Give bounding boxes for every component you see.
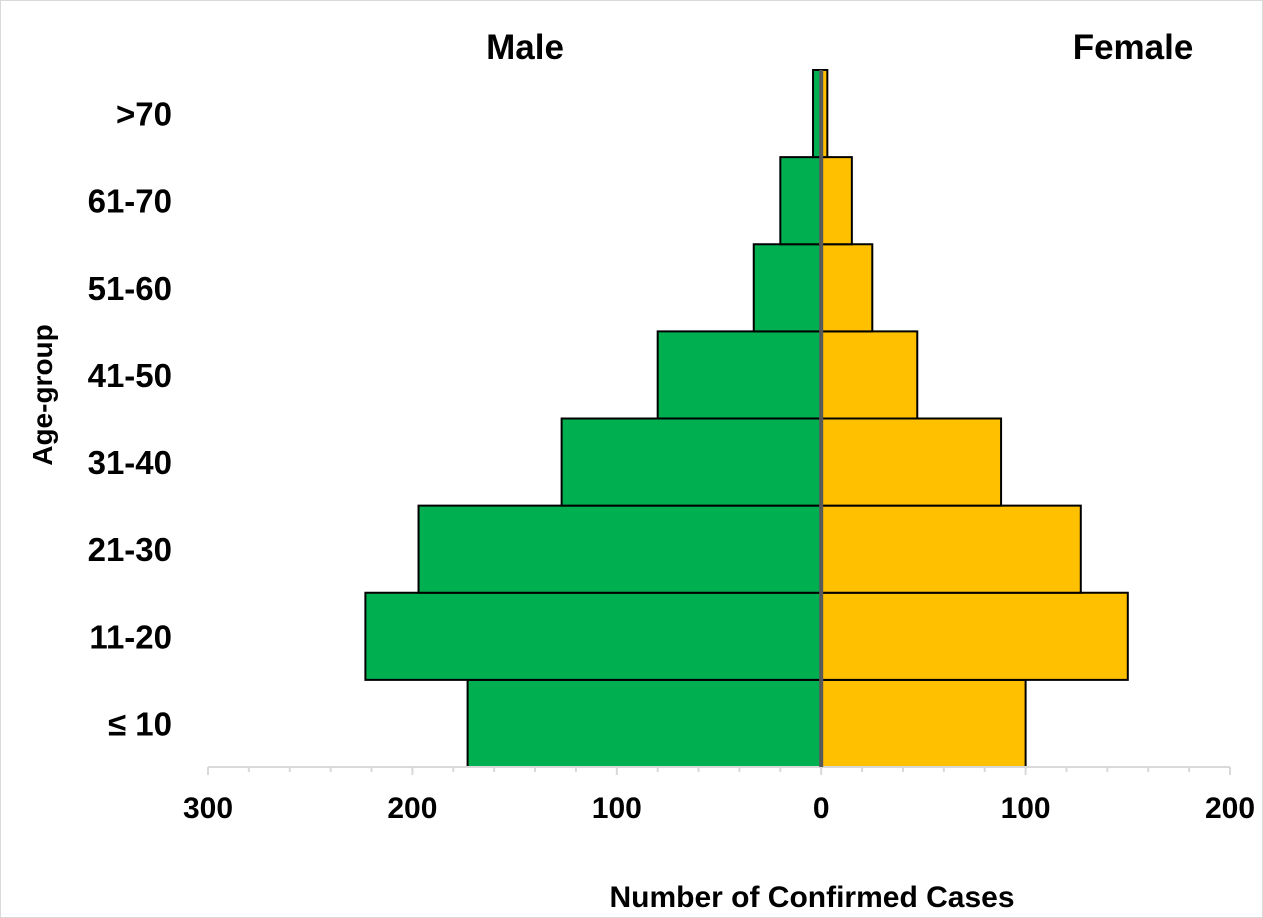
y-tick-label: 41-50 (88, 357, 172, 394)
bar-female-5 (820, 243, 874, 333)
bar-male-1 (364, 591, 823, 681)
y-tick-label: >70 (116, 96, 172, 133)
series-label-male: Male (486, 28, 564, 67)
series-label-female: Female (1073, 28, 1194, 67)
bar-male-2 (417, 504, 823, 594)
bars-layer (364, 69, 1129, 768)
x-tick-label: 100 (1001, 792, 1051, 825)
y-tick-label: 31-40 (88, 444, 172, 481)
bar-male-4 (656, 330, 823, 420)
bar-male-5 (752, 243, 823, 333)
y-tick-label: 51-60 (88, 270, 172, 307)
x-tick-label: 100 (592, 792, 642, 825)
bar-male-6 (779, 156, 823, 246)
y-tick-label: 61-70 (88, 183, 172, 220)
bar-male-0 (466, 678, 823, 768)
bar-female-0 (820, 678, 1027, 768)
x-tick-label: 200 (387, 792, 437, 825)
x-axis (207, 766, 1231, 775)
x-axis-title: Number of Confirmed Cases (609, 881, 1014, 914)
labels-layer: 300 200 100 0 100 200 ≤ 10 11-20 21-30 31-40 41-50… (27, 28, 1255, 914)
y-tick-label: ≤ 10 (108, 705, 172, 742)
bar-female-1 (820, 591, 1129, 681)
x-tick-label: 200 (1205, 792, 1255, 825)
bar-female-3 (820, 417, 1003, 507)
x-tick-label: 300 (183, 792, 233, 825)
x-tick-label: 0 (813, 792, 830, 825)
bar-female-2 (820, 504, 1082, 594)
y-tick-label: 21-30 (88, 531, 172, 568)
bar-male-3 (560, 417, 823, 507)
bar-female-4 (820, 330, 919, 420)
y-tick-label: 11-20 (89, 618, 172, 655)
bar-female-6 (820, 156, 853, 246)
y-axis-title: Age-group (27, 324, 58, 466)
